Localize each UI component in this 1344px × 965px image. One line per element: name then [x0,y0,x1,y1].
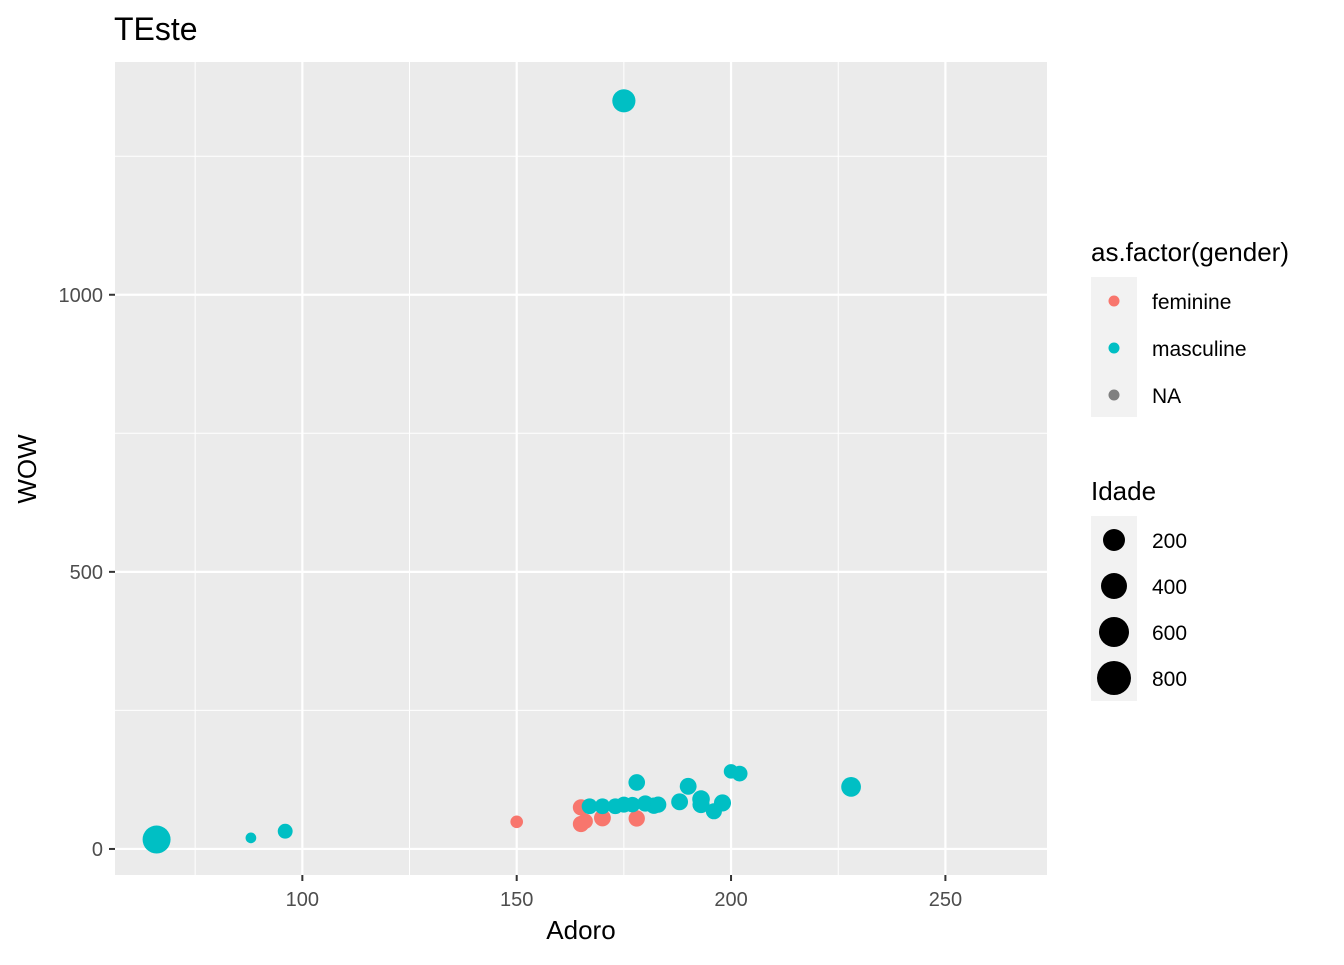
size-legend-key [1101,573,1127,599]
size-legend: Idade 200 400 600 800 [1091,476,1187,701]
data-point-masculine [624,796,641,813]
x-tick-label: 200 [714,889,747,911]
data-point-feminine [628,810,645,827]
data-point-masculine [277,823,293,839]
data-point-masculine [628,774,646,791]
color-legend-title: as.factor(gender) [1091,237,1289,267]
data-point-masculine [581,798,598,815]
y-tick-label: 0 [92,839,103,861]
size-legend-key [1097,661,1131,695]
color-legend-label: feminine [1152,291,1231,314]
color-legend-key [1108,295,1120,307]
data-point-feminine [510,815,524,829]
size-legend-title: Idade [1091,476,1156,506]
data-point-masculine [841,777,861,797]
data-point-feminine [577,813,593,829]
size-legend-label: 800 [1152,668,1187,691]
color-legend-key [1108,389,1120,401]
y-tick-label: 1000 [59,285,104,307]
data-point-feminine [594,809,611,827]
x-tick-label: 250 [929,889,962,911]
size-legend-label: 400 [1152,576,1187,599]
data-point-masculine [713,794,732,812]
data-point-masculine [245,832,257,844]
panel-background [115,62,1047,875]
color-legend-label: masculine [1152,338,1247,361]
x-tick-label: 100 [286,889,319,911]
data-point-masculine [594,798,611,815]
size-legend-key [1103,529,1125,551]
data-point-masculine [731,765,748,782]
chart-title: TEste [114,11,198,47]
y-tick-label: 500 [70,562,103,584]
data-point-masculine [649,796,667,813]
x-axis-title: Adoro [546,915,615,945]
color-legend: as.factor(gender) feminine masculine NA [1091,237,1289,417]
y-axis-title: WOW [12,434,42,504]
x-tick-label: 150 [500,889,533,911]
data-point-masculine [142,825,171,854]
plot-panel [115,62,1047,875]
data-point-masculine [692,796,710,814]
color-legend-key [1108,342,1120,354]
size-legend-key [1099,617,1129,647]
data-point-masculine [671,793,689,811]
size-legend-label: 600 [1152,622,1187,645]
data-point-masculine [612,89,636,113]
size-legend-label: 200 [1152,530,1187,553]
color-legend-label: NA [1152,385,1181,408]
data-point-masculine [679,777,697,795]
